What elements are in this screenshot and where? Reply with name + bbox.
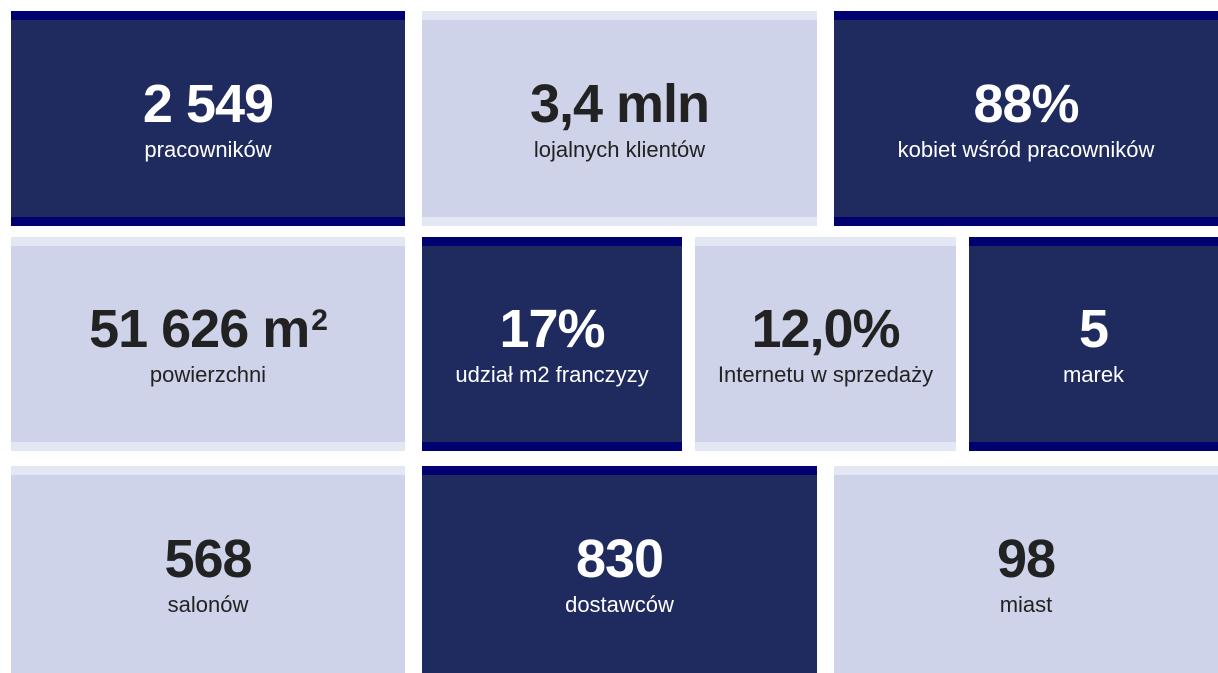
stat-tile: 88% kobiet wśród pracowników — [834, 11, 1218, 226]
stat-value: 3,4 mln — [529, 73, 710, 134]
stat-tile: 12,0% Internetu w sprzedaży — [695, 237, 956, 451]
stat-label: miast — [999, 592, 1053, 617]
stat-value-text: 51 626 m — [89, 299, 310, 359]
stat-value: 2 549 — [142, 73, 274, 134]
stat-value: 51 626 m2 — [89, 299, 328, 359]
stat-tile: 17% udział m2 franczyzy — [422, 237, 682, 451]
stat-value: 12,0% — [751, 299, 900, 359]
stat-tile: 830 dostawców — [422, 466, 817, 673]
stat-tile: 3,4 mln lojalnych klientów — [422, 11, 817, 226]
stat-label: dostawców — [565, 592, 674, 617]
stat-value: 5 — [1078, 299, 1109, 359]
stat-value: 98 — [996, 529, 1056, 589]
stat-value: 830 — [575, 529, 664, 589]
stat-label: pracowników — [144, 136, 272, 162]
stat-tile: 5 marek — [969, 237, 1218, 451]
stat-tile: 98 miast — [834, 466, 1218, 673]
stat-label: kobiet wśród pracowników — [897, 136, 1155, 162]
stat-label: salonów — [167, 592, 249, 617]
stat-label: powierzchni — [149, 362, 267, 387]
stat-label: lojalnych klientów — [533, 136, 706, 162]
stat-label: udział m2 franczyzy — [455, 362, 649, 387]
stat-label: Internetu w sprzedaży — [717, 362, 934, 387]
stat-value: 568 — [164, 529, 252, 589]
stat-label: marek — [1062, 362, 1125, 387]
stat-value-sup: 2 — [311, 304, 328, 337]
stat-value: 88% — [973, 73, 1079, 134]
stat-tile: 51 626 m2 powierzchni — [11, 237, 405, 451]
stat-tile: 568 salonów — [11, 466, 405, 673]
stat-tile: 2 549 pracowników — [11, 11, 405, 226]
stat-value: 17% — [499, 299, 605, 359]
